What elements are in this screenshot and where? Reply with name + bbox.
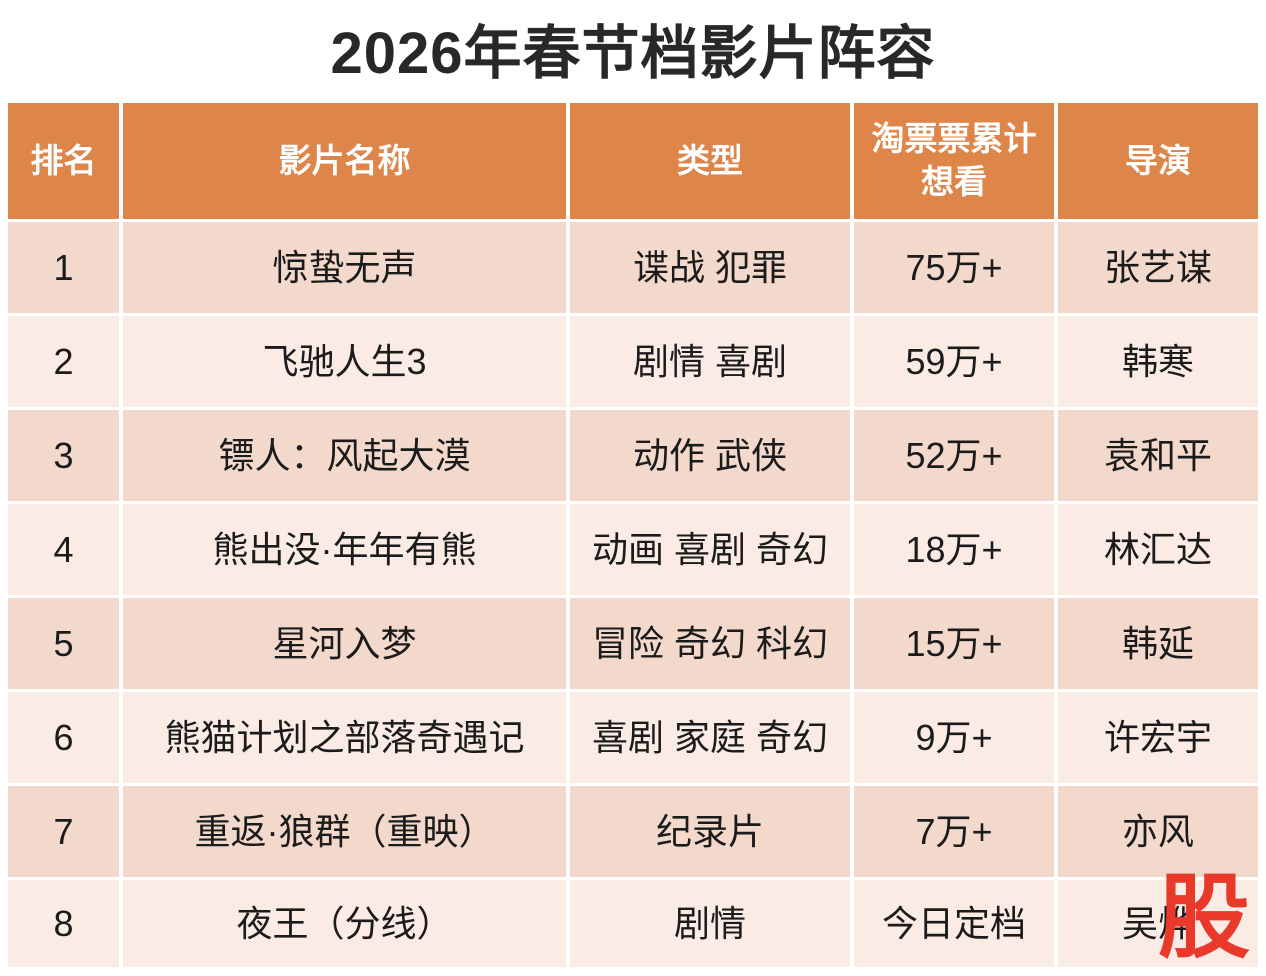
want-see-cell-8: 今日定档 — [854, 880, 1054, 967]
page-title: 2026年春节档影片阵容 — [330, 20, 936, 86]
rank-cell-6: 6 — [8, 692, 119, 783]
want-see-cell-6: 9万+ — [854, 692, 1054, 783]
film-name-cell-5: 星河入梦 — [123, 598, 566, 689]
column-header-genre: 类型 — [570, 103, 850, 219]
director-cell-6: 许宏宇 — [1058, 692, 1258, 783]
genre-cell-2: 剧情 喜剧 — [570, 316, 850, 407]
film-name-cell-2: 飞驰人生3 — [123, 316, 566, 407]
genre-cell-7: 纪录片 — [570, 786, 850, 877]
genre-cell-3: 动作 武侠 — [570, 410, 850, 501]
genre-cell-4: 动画 喜剧 奇幻 — [570, 504, 850, 595]
genre-cell-1: 谍战 犯罪 — [570, 222, 850, 313]
director-cell-8: 吴烨 — [1058, 880, 1258, 967]
want-see-cell-2: 59万+ — [854, 316, 1054, 407]
rank-cell-5: 5 — [8, 598, 119, 689]
director-cell-1: 张艺谋 — [1058, 222, 1258, 313]
want-see-cell-3: 52万+ — [854, 410, 1054, 501]
want-see-cell-7: 7万+ — [854, 786, 1054, 877]
column-header-director: 导演 — [1058, 103, 1258, 219]
genre-cell-8: 剧情 — [570, 880, 850, 967]
film-name-cell-4: 熊出没·年年有熊 — [123, 504, 566, 595]
film-name-cell-7: 重返·狼群（重映） — [123, 786, 566, 877]
director-cell-3: 袁和平 — [1058, 410, 1258, 501]
column-header-rank: 排名 — [8, 103, 119, 219]
director-cell-4: 林汇达 — [1058, 504, 1258, 595]
rank-cell-3: 3 — [8, 410, 119, 501]
want-see-cell-4: 18万+ — [854, 504, 1054, 595]
rank-cell-4: 4 — [8, 504, 119, 595]
genre-cell-6: 喜剧 家庭 奇幻 — [570, 692, 850, 783]
rank-cell-7: 7 — [8, 786, 119, 877]
film-name-cell-1: 惊蛰无声 — [123, 222, 566, 313]
title-bar: 2026年春节档影片阵容 — [0, 0, 1266, 103]
film-name-cell-6: 熊猫计划之部落奇遇记 — [123, 692, 566, 783]
column-header-film-name: 影片名称 — [123, 103, 566, 219]
film-name-cell-8: 夜王（分线） — [123, 880, 566, 967]
rank-cell-2: 2 — [8, 316, 119, 407]
director-cell-2: 韩寒 — [1058, 316, 1258, 407]
rank-cell-8: 8 — [8, 880, 119, 967]
director-cell-7: 亦风 — [1058, 786, 1258, 877]
column-header-want-see: 淘票票累计 想看 — [854, 103, 1054, 219]
want-see-cell-1: 75万+ — [854, 222, 1054, 313]
rank-cell-1: 1 — [8, 222, 119, 313]
film-name-cell-3: 镖人：风起大漠 — [123, 410, 566, 501]
genre-cell-5: 冒险 奇幻 科幻 — [570, 598, 850, 689]
film-table: 排名 影片名称 类型 淘票票累计 想看 导演 1 惊蛰无声 谍战 犯罪 75万+… — [8, 103, 1258, 967]
director-cell-5: 韩延 — [1058, 598, 1258, 689]
want-see-cell-5: 15万+ — [854, 598, 1054, 689]
